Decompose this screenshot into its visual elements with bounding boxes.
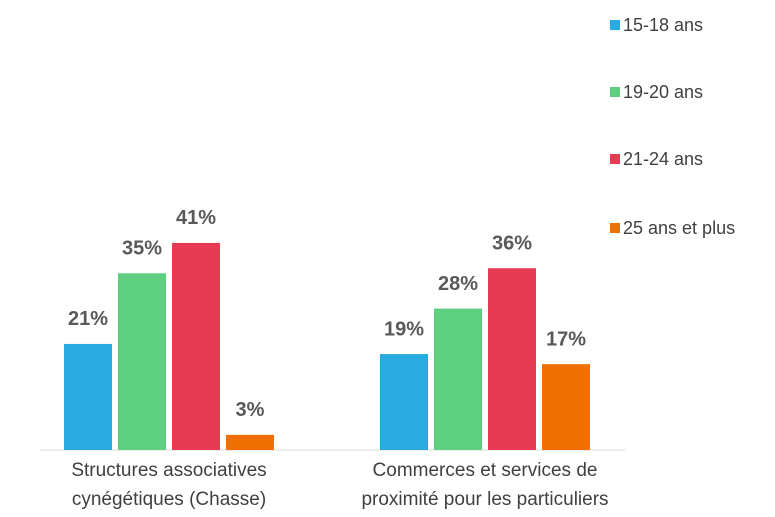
legend-swatch: [610, 20, 620, 30]
legend-swatch: [610, 154, 620, 164]
bar: [172, 242, 220, 450]
value-label: 19%: [384, 318, 424, 340]
legend-swatch: [610, 223, 620, 233]
legend-label: 19-20 ans: [623, 82, 703, 102]
value-label: 41%: [176, 207, 216, 229]
value-label: 28%: [438, 273, 478, 295]
bar: [380, 354, 428, 450]
value-label: 3%: [236, 399, 265, 421]
bar: [118, 273, 166, 450]
value-label: 36%: [492, 232, 532, 254]
value-label: 17%: [546, 328, 586, 350]
bar: [64, 343, 112, 450]
x-tick-label: Commerces et services de proximité pour …: [361, 460, 609, 510]
bar: [488, 268, 536, 450]
x-tick-label: Structures associatives cynégétiques (Ch…: [71, 460, 267, 510]
legend-label: 25 ans et plus: [623, 218, 735, 238]
legend-label: 15-18 ans: [623, 15, 703, 35]
value-label: 21%: [68, 308, 108, 330]
legend-swatch: [610, 87, 620, 97]
value-label: 35%: [122, 238, 162, 260]
bar: [542, 364, 590, 450]
legend-label: 21-24 ans: [623, 149, 703, 169]
bar: [226, 434, 274, 450]
bar: [434, 308, 482, 450]
